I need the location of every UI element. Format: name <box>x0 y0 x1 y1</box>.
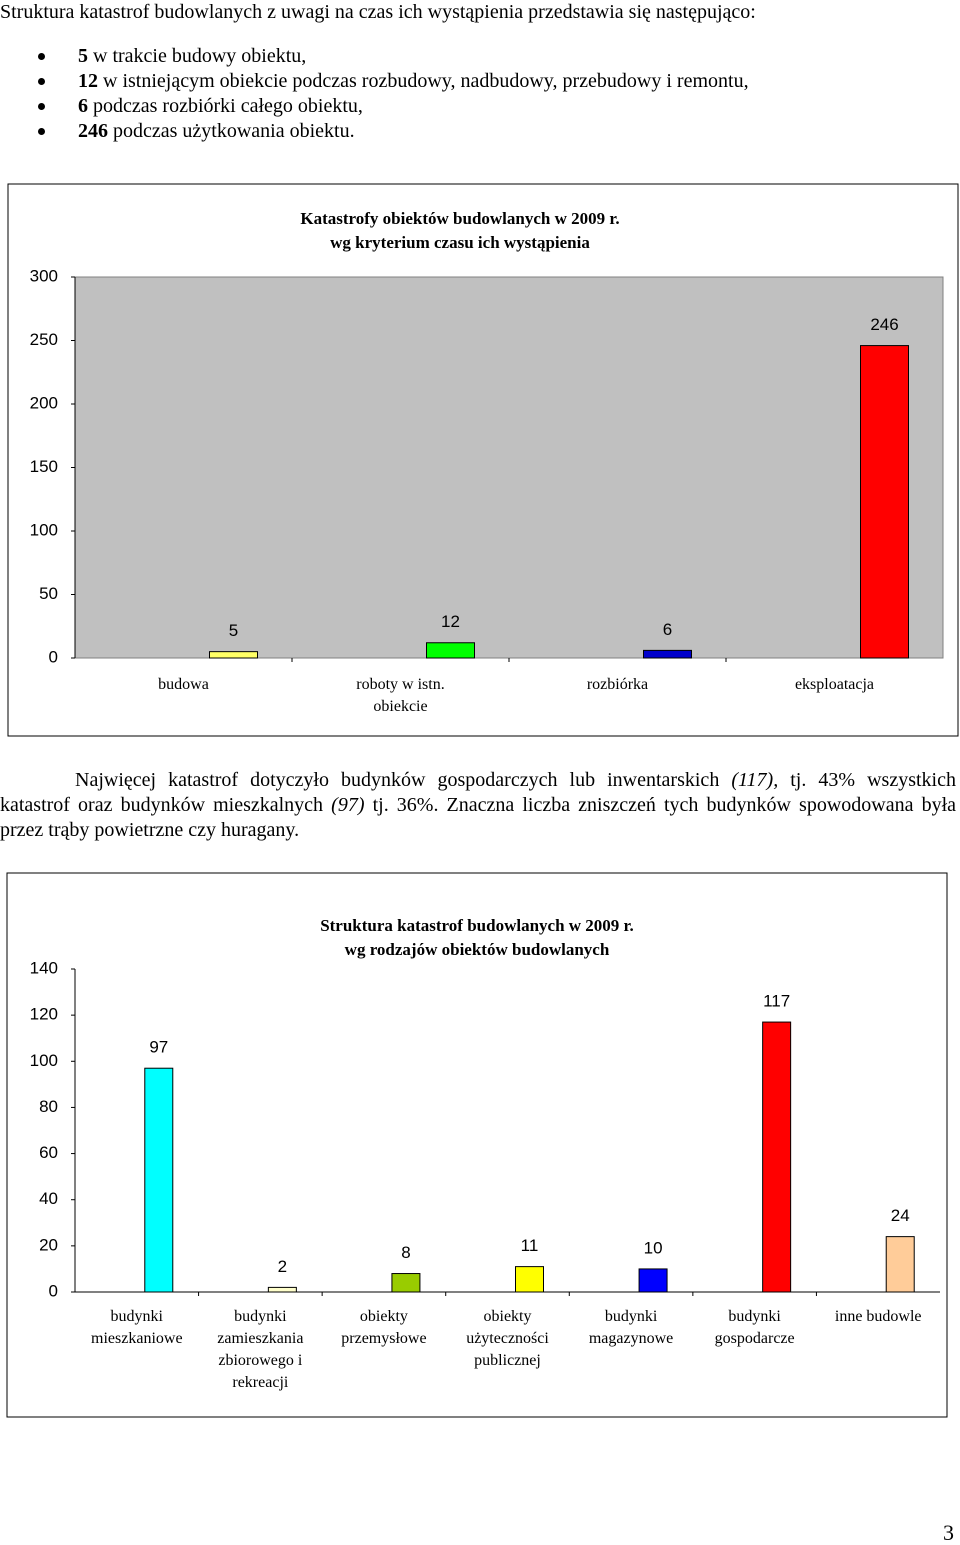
paragraph-segment: (97) <box>331 794 365 816</box>
paragraph-segment: tj. 36%. Znaczna liczba zniszczeń tych b… <box>0 794 956 841</box>
y-tick-label: 40 <box>39 1189 58 1208</box>
x-tick-label: budowa <box>158 676 209 693</box>
page-number: 3 <box>943 1520 954 1545</box>
bullet-item: 246 podczas użytkowania obiektu. <box>0 119 749 144</box>
bar <box>267 1286 297 1293</box>
data-label: 5 <box>229 621 238 640</box>
chart-title: Katastrofy obiektów budowlanych w 2009 r… <box>300 209 619 228</box>
bar <box>144 1067 174 1293</box>
bullet-text: podczas rozbiórki całego obiektu, <box>93 95 363 117</box>
x-tick-label: budynki zamieszkania zbiorowego i rekreacji <box>217 1308 303 1391</box>
x-tick-label: rozbiórka <box>587 676 648 693</box>
data-label: 97 <box>149 1038 168 1057</box>
bullet-number: 5 <box>78 45 88 67</box>
bullet-item: 5 w trakcie budowy obiektu, <box>0 44 749 69</box>
data-label: 12 <box>441 612 460 631</box>
bullet-number: 12 <box>78 70 98 92</box>
chart: Struktura katastrof budowlanych w 2009 r… <box>6 872 948 1418</box>
bar <box>885 1236 915 1293</box>
x-tick-label: inne budowle <box>835 1308 922 1325</box>
data-label: 8 <box>401 1243 410 1262</box>
y-tick-label: 0 <box>49 647 58 666</box>
data-label: 246 <box>870 315 898 334</box>
paragraph-segment: Najwięcej katastrof dotyczyło budynków g… <box>75 769 732 791</box>
data-label: 6 <box>663 620 672 639</box>
y-tick-label: 250 <box>30 330 58 349</box>
y-tick-label: 150 <box>30 457 58 476</box>
bullet-text: podczas użytkowania obiektu. <box>113 120 355 142</box>
x-tick-label: roboty w istn. obiekcie <box>356 676 444 715</box>
bullet-text: w istniejącym obiekcie podczas rozbudowy… <box>103 70 749 92</box>
chart-subtitle: wg rodzajów obiektów budowlanych <box>345 940 610 959</box>
data-label: 2 <box>278 1257 287 1276</box>
paragraph-segment: tj. 43% wszystkich katastrof oraz budynk… <box>0 769 956 816</box>
bar <box>638 1268 668 1293</box>
bullet-number: 6 <box>78 95 88 117</box>
paragraph-segment: (117), <box>731 769 779 791</box>
chart-subtitle: wg kryterium czasu ich wystąpienia <box>330 233 590 252</box>
y-tick-label: 60 <box>39 1143 58 1162</box>
bar <box>515 1266 544 1293</box>
y-tick-label: 200 <box>30 393 58 412</box>
plot-area <box>74 276 944 659</box>
y-tick-label: 140 <box>30 958 58 977</box>
y-tick-label: 80 <box>39 1097 58 1116</box>
data-label: 11 <box>521 1236 539 1255</box>
x-tick-label: obiekty użyteczności publicznej <box>466 1308 549 1369</box>
y-tick-label: 50 <box>39 584 58 603</box>
x-tick-label: eksploatacja <box>795 676 874 693</box>
y-tick-label: 20 <box>39 1235 58 1254</box>
x-tick-label: budynki mieszkaniowe <box>91 1308 183 1347</box>
y-tick-label: 300 <box>30 266 58 285</box>
bar <box>860 345 909 659</box>
plot-area <box>75 969 940 1292</box>
bar <box>643 649 692 659</box>
bar <box>426 642 475 659</box>
data-label: 24 <box>891 1206 910 1225</box>
data-label: 117 <box>763 992 790 1011</box>
x-tick-label: budynki gospodarcze <box>715 1308 795 1347</box>
bullet-item: 6 podczas rozbiórki całego obiektu, <box>0 94 749 119</box>
bullet-item: 12 w istniejącym obiekcie podczas rozbud… <box>0 69 749 94</box>
bar <box>762 1021 792 1293</box>
intro: Struktura katastrof budowlanych z uwagi … <box>0 1 756 23</box>
y-tick-label: 120 <box>30 1005 58 1024</box>
bullet-text: w trakcie budowy obiektu, <box>93 45 307 67</box>
y-tick-label: 100 <box>30 520 58 539</box>
bar <box>391 1273 421 1293</box>
x-tick-label: budynki magazynowe <box>589 1308 673 1347</box>
paragraph: Najwięcej katastrof dotyczyło budynków g… <box>0 768 956 843</box>
bullet-number: 246 <box>78 120 108 142</box>
x-tick-label: obiekty przemysłowe <box>341 1308 426 1347</box>
chart-title: Struktura katastrof budowlanych w 2009 r… <box>320 916 634 935</box>
y-tick-label: 100 <box>30 1051 58 1070</box>
y-tick-label: 0 <box>49 1281 58 1300</box>
bar <box>209 651 258 659</box>
bullet-list: 5 w trakcie budowy obiektu, 12 w istnieją… <box>0 44 749 144</box>
chart: Katastrofy obiektów budowlanych w 2009 r… <box>7 183 959 737</box>
data-label: 10 <box>644 1238 663 1257</box>
